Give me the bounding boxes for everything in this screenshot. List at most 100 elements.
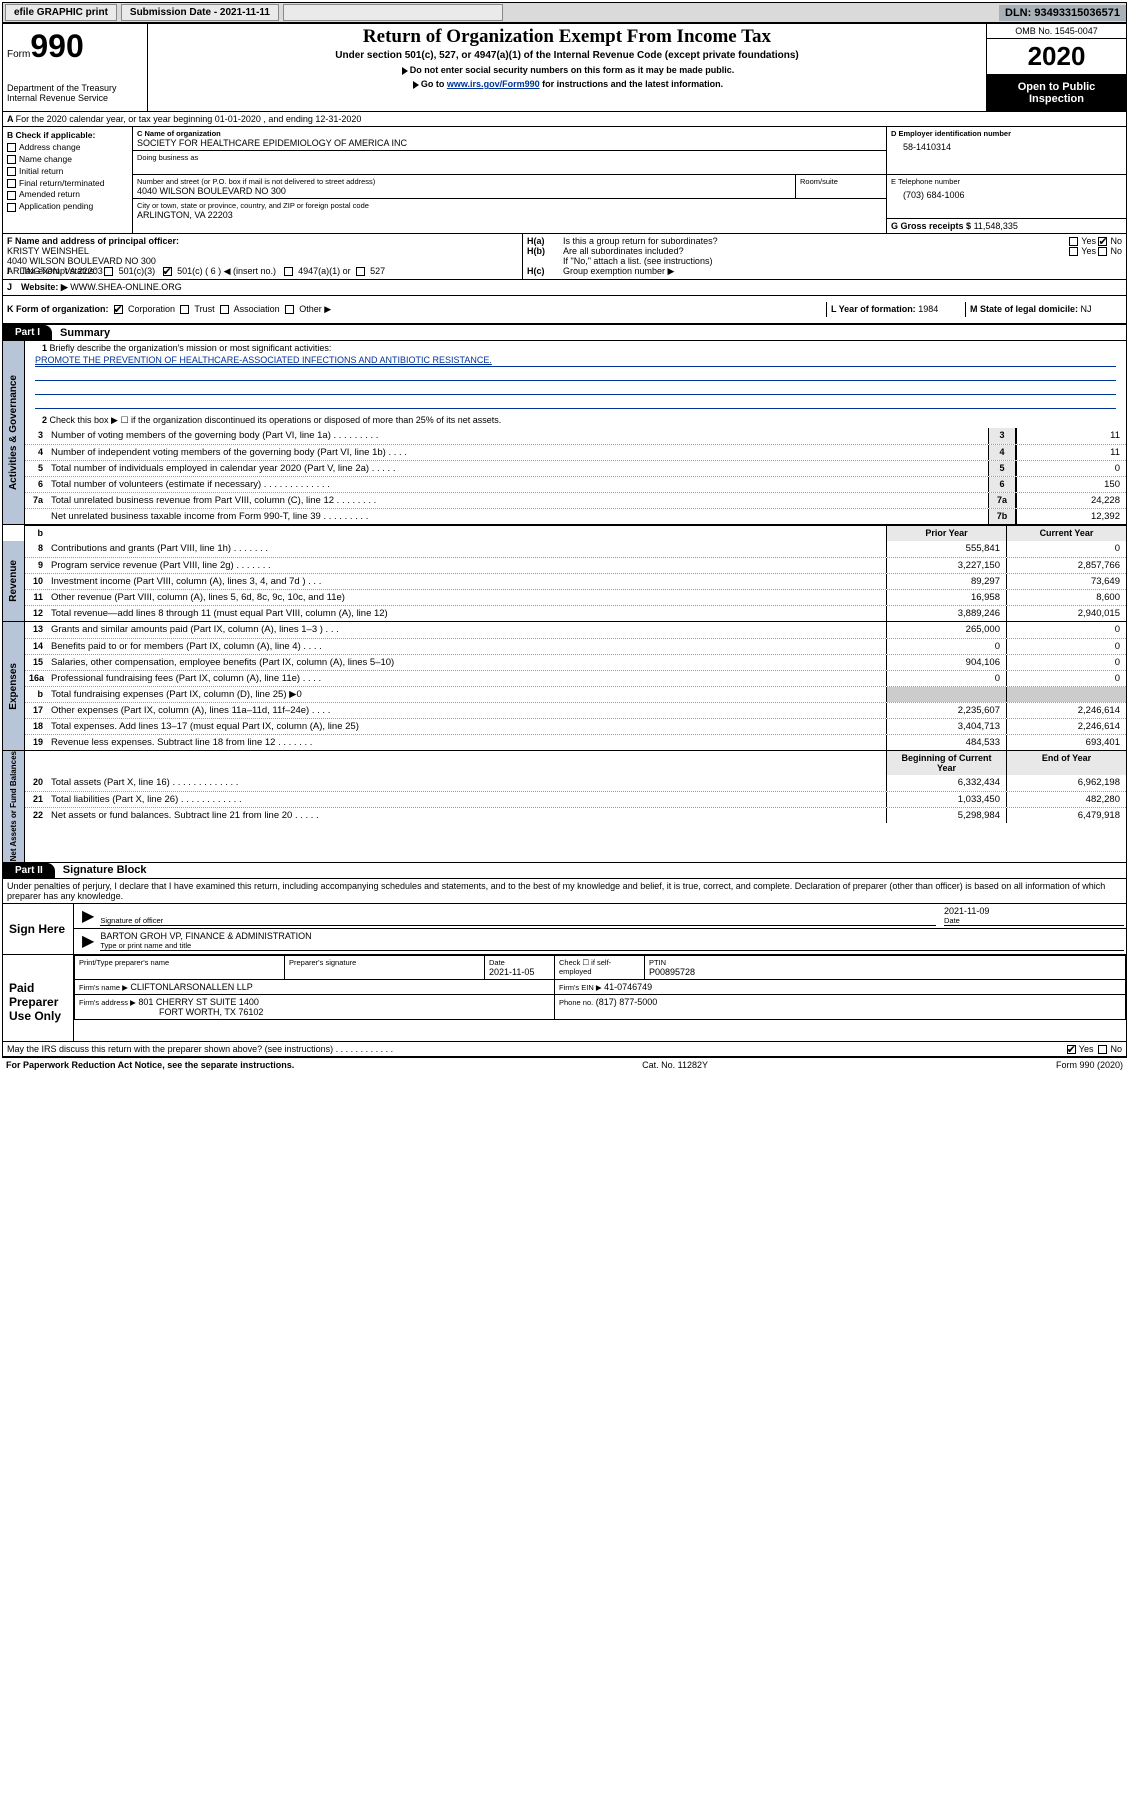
summary-line: 3Number of voting members of the governi… bbox=[25, 428, 1126, 444]
summary-line: 4Number of independent voting members of… bbox=[25, 444, 1126, 460]
chk-final[interactable]: Final return/terminated bbox=[7, 178, 128, 190]
firm-addr1: 801 CHERRY ST SUITE 1400 bbox=[138, 997, 259, 1007]
C-name-label: C Name of organization bbox=[137, 129, 882, 138]
chk-address[interactable]: Address change bbox=[7, 142, 128, 154]
vtab-rev-text: Revenue bbox=[8, 560, 19, 602]
b-label: b bbox=[25, 526, 47, 541]
mission-blank1 bbox=[35, 369, 1116, 381]
chk-initial[interactable]: Initial return bbox=[7, 166, 128, 178]
no-lbl: No bbox=[1110, 236, 1122, 246]
sign-here-block: Sign Here ▶ Signature of officer 2021-11… bbox=[3, 903, 1126, 954]
E-label: E Telephone number bbox=[891, 177, 1122, 186]
row-J-website: J Website: ▶ WWW.SHEA-ONLINE.ORG bbox=[3, 280, 1126, 296]
sign-date-val: 2021-11-09 bbox=[944, 906, 1124, 916]
chk-527[interactable] bbox=[356, 267, 365, 276]
gross-receipts: 11,548,335 bbox=[974, 221, 1018, 231]
l2-text: Check this box ▶ ☐ if the organization d… bbox=[50, 415, 502, 425]
type-name-label: Type or print name and title bbox=[100, 941, 1124, 950]
page-footer: For Paperwork Reduction Act Notice, see … bbox=[2, 1057, 1127, 1072]
discuss-text: May the IRS discuss this return with the… bbox=[7, 1044, 1067, 1054]
sig-officer-label: Signature of officer bbox=[100, 916, 936, 925]
opt-501c3: 501(c)(3) bbox=[119, 266, 156, 276]
summary-line: 5Total number of individuals employed in… bbox=[25, 460, 1126, 476]
irs-link[interactable]: www.irs.gov/Form990 bbox=[447, 79, 540, 89]
opt-trust: Trust bbox=[194, 304, 214, 314]
chk-corp[interactable] bbox=[114, 305, 123, 314]
header-right: OMB No. 1545-0047 2020 Open to Public In… bbox=[986, 24, 1126, 111]
chk-other[interactable] bbox=[285, 305, 294, 314]
form-container: efile GRAPHIC print Submission Date - 20… bbox=[0, 0, 1129, 1074]
sig-arrow-icon2: ▶ bbox=[76, 931, 100, 951]
vtab-net: Net Assets or Fund Balances bbox=[3, 751, 25, 861]
p-sig-h: Preparer's signature bbox=[289, 958, 480, 967]
discuss-row: May the IRS discuss this return with the… bbox=[3, 1041, 1126, 1056]
discuss-yes[interactable] bbox=[1067, 1045, 1076, 1054]
finance-line: 17Other expenses (Part IX, column (A), l… bbox=[25, 702, 1126, 718]
website-val: WWW.SHEA-ONLINE.ORG bbox=[70, 282, 182, 292]
B-title: B Check if applicable: bbox=[7, 130, 128, 142]
p-date-val: 2021-11-05 bbox=[489, 967, 550, 977]
chk-trust[interactable] bbox=[180, 305, 189, 314]
perjury-text: Under penalties of perjury, I declare th… bbox=[3, 879, 1126, 903]
Ha-yes[interactable] bbox=[1069, 237, 1078, 246]
finance-line: 10Investment income (Part VIII, column (… bbox=[25, 573, 1126, 589]
discuss-no[interactable] bbox=[1098, 1045, 1107, 1054]
l1-text: Briefly describe the organization's miss… bbox=[50, 343, 332, 353]
chk-4947[interactable] bbox=[284, 267, 293, 276]
ein-val: 58-1410314 bbox=[891, 138, 1122, 152]
chk-501c3[interactable] bbox=[104, 267, 113, 276]
nossn-line: Do not enter social security numbers on … bbox=[154, 65, 980, 75]
chk-501c[interactable] bbox=[163, 267, 172, 276]
org-name: SOCIETY FOR HEALTHCARE EPIDEMIOLOGY OF A… bbox=[137, 138, 882, 148]
firm-addr2: FORT WORTH, TX 76102 bbox=[79, 1007, 263, 1017]
vtab-net-text: Net Assets or Fund Balances bbox=[9, 751, 18, 861]
open-inspection: Open to Public Inspection bbox=[987, 75, 1126, 111]
dba-label: Doing business as bbox=[137, 153, 882, 162]
efile-print-button[interactable]: efile GRAPHIC print bbox=[5, 4, 117, 21]
dn: No bbox=[1110, 1044, 1122, 1054]
part-I-label: Part I bbox=[3, 325, 52, 340]
firm-ein-l: Firm's EIN ▶ bbox=[559, 983, 602, 992]
top-toolbar: efile GRAPHIC print Submission Date - 20… bbox=[2, 2, 1127, 23]
col-B: B Check if applicable: Address change Na… bbox=[3, 127, 133, 233]
paid-preparer-block: Paid Preparer Use Only Print/Type prepar… bbox=[3, 954, 1126, 1041]
street-val: 4040 WILSON BOULEVARD NO 300 bbox=[137, 186, 791, 196]
section-net-head: Net Assets or Fund Balances Beginning of… bbox=[3, 751, 1126, 861]
Hb-no[interactable] bbox=[1098, 247, 1107, 256]
lbl-pending: Application pending bbox=[19, 201, 93, 211]
vtab-spacer bbox=[3, 525, 25, 541]
sign-date-label: Date bbox=[944, 916, 1124, 925]
form-subtitle: Under section 501(c), 527, or 4947(a)(1)… bbox=[154, 50, 980, 61]
submission-date-button[interactable]: Submission Date - 2021-11-11 bbox=[121, 4, 279, 21]
block-BCDEFG: B Check if applicable: Address change Na… bbox=[3, 127, 1126, 234]
part-I-title: Summary bbox=[52, 327, 110, 339]
finance-line: bTotal fundraising expenses (Part IX, co… bbox=[25, 686, 1126, 702]
vtab-expenses: Expenses bbox=[3, 622, 25, 750]
finance-line: 19Revenue less expenses. Subtract line 1… bbox=[25, 734, 1126, 750]
chk-name[interactable]: Name change bbox=[7, 154, 128, 166]
chk-assoc[interactable] bbox=[220, 305, 229, 314]
mission-text: PROMOTE THE PREVENTION OF HEALTHCARE-ASS… bbox=[35, 355, 1116, 367]
paid-preparer-label: Paid Preparer Use Only bbox=[3, 955, 73, 1041]
city-label: City or town, state or province, country… bbox=[137, 201, 882, 210]
blank-button[interactable] bbox=[283, 4, 503, 21]
lbl-name: Name change bbox=[19, 154, 72, 164]
firm-ein-val: 41-0746749 bbox=[604, 982, 652, 992]
firm-addr-l: Firm's address ▶ bbox=[79, 998, 136, 1007]
Ha-text: Is this a group return for subordinates? bbox=[563, 236, 1069, 246]
dln-label: DLN: 93493315036571 bbox=[999, 5, 1126, 21]
finance-line: 11Other revenue (Part VIII, column (A), … bbox=[25, 589, 1126, 605]
chk-pending[interactable]: Application pending bbox=[7, 201, 128, 213]
chk-amended[interactable]: Amended return bbox=[7, 189, 128, 201]
row-KLM: K Form of organization: Corporation Trus… bbox=[3, 296, 1126, 324]
Hb-yes[interactable] bbox=[1069, 247, 1078, 256]
F-label: F Name and address of principal officer: bbox=[7, 236, 518, 246]
lbl-amended: Amended return bbox=[19, 189, 80, 199]
head-current: Current Year bbox=[1006, 526, 1126, 541]
preparer-table: Print/Type preparer's name Preparer's si… bbox=[74, 955, 1126, 1020]
Ha-no[interactable] bbox=[1098, 237, 1107, 246]
sig-arrow-icon: ▶ bbox=[76, 906, 100, 926]
officer-print-name: BARTON GROH VP, FINANCE & ADMINISTRATION bbox=[100, 931, 1124, 941]
firm-name-val: CLIFTONLARSONALLEN LLP bbox=[130, 982, 252, 992]
firm-name-l: Firm's name ▶ bbox=[79, 983, 128, 992]
